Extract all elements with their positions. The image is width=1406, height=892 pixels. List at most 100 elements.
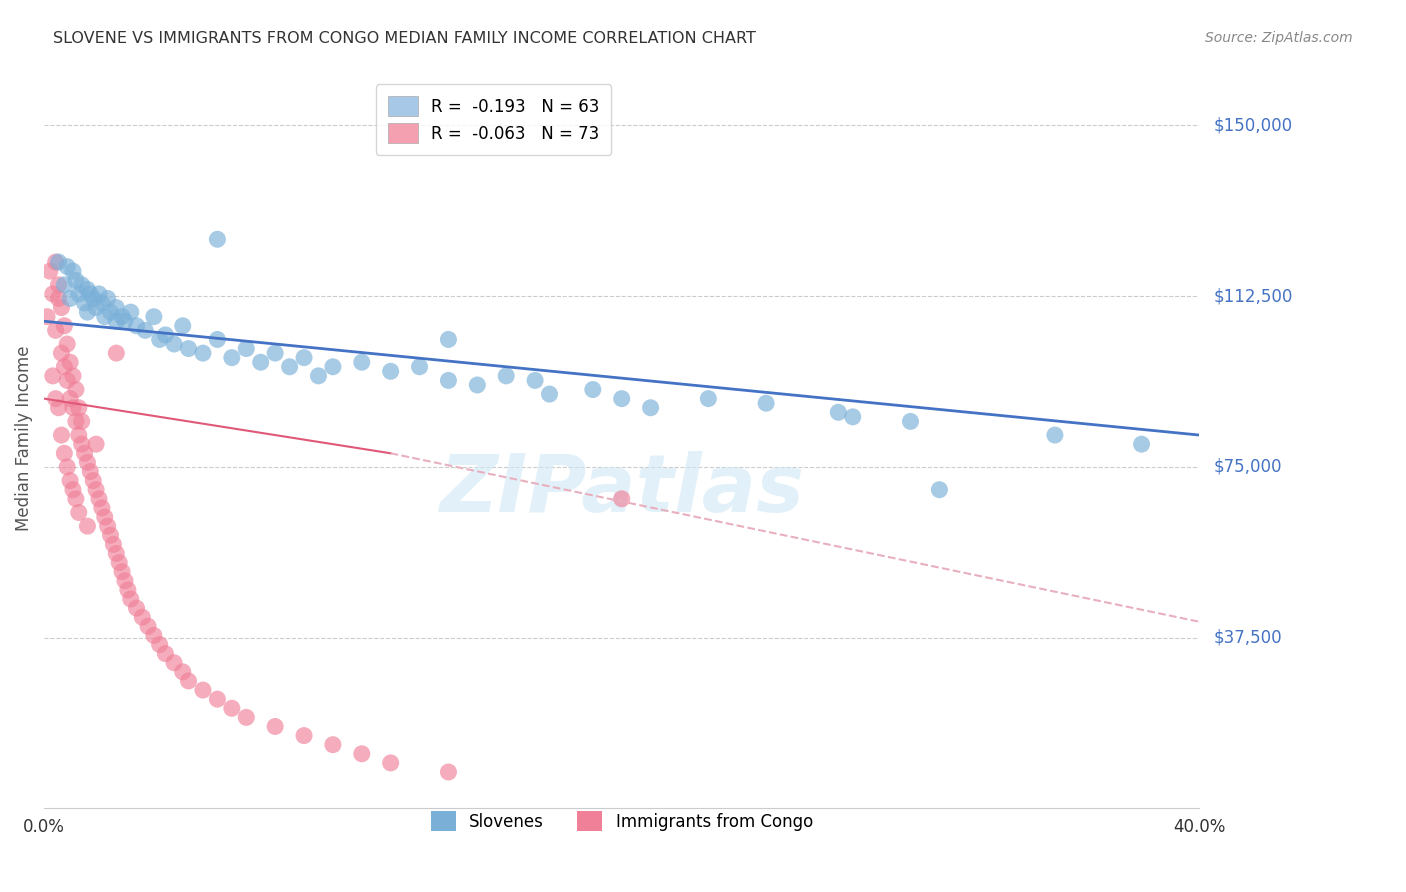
Point [62,401,84,415]
Point [142,310,165,324]
Point [235,342,257,356]
Point [437,764,460,779]
Point [350,747,373,761]
Point [62,264,84,278]
Point [408,359,430,374]
Point [45,255,67,269]
Point [100,305,122,319]
Point [51,346,73,360]
Point [84,301,107,315]
Point [97,519,120,533]
Point [191,683,214,698]
Point [48,292,70,306]
Point [191,346,214,360]
Point [125,318,148,333]
Point [67,428,90,442]
Point [56,260,79,274]
Point [70,277,93,292]
Point [149,638,172,652]
Point [48,401,70,415]
Point [65,273,87,287]
Point [1130,437,1153,451]
Point [100,528,122,542]
Point [70,414,93,428]
Point [278,359,301,374]
Point [221,701,243,715]
Point [48,255,70,269]
Text: $75,000: $75,000 [1213,458,1282,476]
Point [207,692,229,706]
Point [380,756,402,770]
Point [221,351,243,365]
Point [149,333,172,347]
Point [134,323,156,337]
Point [59,355,82,369]
Point [380,364,402,378]
Point [62,483,84,497]
Point [65,414,87,428]
Point [56,373,79,387]
Point [125,601,148,615]
Point [495,368,517,383]
Point [65,383,87,397]
Point [73,296,96,310]
Point [53,277,76,292]
Point [582,383,605,397]
Point [524,373,547,387]
Point [79,465,101,479]
Point [114,314,136,328]
Point [65,491,87,506]
Point [114,574,136,588]
Point [84,437,107,451]
Text: Source: ZipAtlas.com: Source: ZipAtlas.com [1205,31,1353,45]
Point [76,519,98,533]
Point [172,318,194,333]
Point [111,310,134,324]
Point [264,346,287,360]
Y-axis label: Median Family Income: Median Family Income [15,346,32,532]
Point [73,446,96,460]
Point [350,355,373,369]
Point [105,314,128,328]
Point [235,710,257,724]
Point [90,500,112,515]
Point [207,333,229,347]
Point [70,437,93,451]
Text: $150,000: $150,000 [1213,117,1292,135]
Point [163,656,186,670]
Point [59,292,82,306]
Point [42,368,65,383]
Point [56,459,79,474]
Point [120,592,142,607]
Point [640,401,662,415]
Point [38,264,60,278]
Point [59,392,82,406]
Point [67,506,90,520]
Point [842,409,865,424]
Point [120,305,142,319]
Point [264,719,287,733]
Point [87,491,110,506]
Point [928,483,950,497]
Point [76,305,98,319]
Point [177,342,200,356]
Point [108,556,131,570]
Point [131,610,153,624]
Point [84,483,107,497]
Point [155,647,177,661]
Point [249,355,271,369]
Point [755,396,778,410]
Point [538,387,561,401]
Point [155,327,177,342]
Point [42,286,65,301]
Point [53,446,76,460]
Text: ZIPatlas: ZIPatlas [439,451,804,529]
Point [111,565,134,579]
Text: SLOVENE VS IMMIGRANTS FROM CONGO MEDIAN FAMILY INCOME CORRELATION CHART: SLOVENE VS IMMIGRANTS FROM CONGO MEDIAN … [53,31,756,46]
Point [51,428,73,442]
Point [103,537,125,551]
Point [177,673,200,688]
Point [322,738,344,752]
Point [94,510,117,524]
Point [94,310,117,324]
